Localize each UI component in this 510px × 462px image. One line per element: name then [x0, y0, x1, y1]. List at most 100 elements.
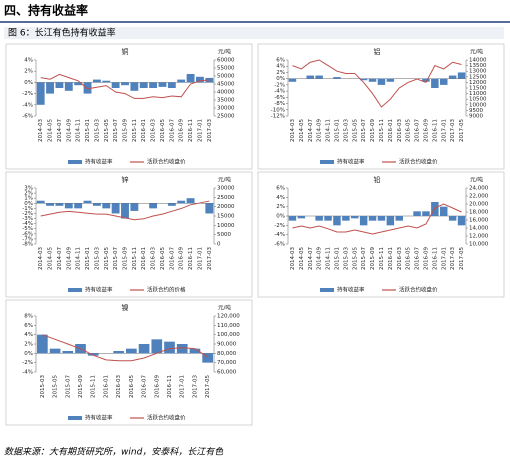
- yield-bar: [62, 351, 74, 354]
- x-tick-label: 2015-01: [334, 247, 340, 270]
- y2-tick-label: 30000: [217, 186, 235, 192]
- y2-tick-label: 14,000: [469, 226, 489, 232]
- chart-title: 铝: [374, 47, 381, 56]
- yield-bar: [306, 75, 314, 79]
- y2-unit: 元/吨: [470, 176, 483, 184]
- legend-swatch: [68, 416, 82, 420]
- x-tick-label: 2017-01: [197, 119, 203, 142]
- yield-bar: [189, 348, 201, 354]
- legend-label: 活跃合约收盘价: [399, 286, 438, 294]
- y2-tick-label: 13500: [469, 63, 487, 69]
- y2-tick-label: 14000: [469, 58, 487, 64]
- y-tick-label: -1%: [22, 206, 33, 212]
- x-tick-label: 2016-05: [129, 375, 135, 398]
- x-tick-label: 2014-05: [48, 119, 54, 142]
- x-tick-label: 2015-07: [113, 247, 119, 270]
- yield-bar: [315, 216, 323, 221]
- panel-frame: [5, 43, 253, 170]
- yield-bar: [377, 216, 386, 221]
- yield-bar: [37, 334, 48, 354]
- x-tick-label: 2015-11: [379, 119, 385, 142]
- y-tick-label: 1%: [24, 196, 33, 202]
- panel-frame: [5, 171, 253, 298]
- x-tick-label: 2016-03: [397, 119, 403, 142]
- yield-bar: [164, 341, 175, 354]
- x-tick-label: 2016-11: [188, 119, 194, 142]
- price-line: [292, 203, 462, 235]
- y-tick-label: 0%: [24, 80, 33, 86]
- x-tick-label: 2016-01: [141, 247, 147, 270]
- x-tick-label: 2016-11: [188, 247, 194, 270]
- y-tick-label: -6%: [274, 242, 285, 248]
- x-tick-label: 2016-03: [151, 247, 157, 270]
- x-tick-label: 2016-11: [432, 247, 438, 270]
- y-tick-label: -6%: [22, 114, 33, 120]
- x-tick-label: 2017-03: [207, 247, 213, 270]
- legend-label: 持有收益率: [337, 286, 365, 294]
- yield-bar: [440, 78, 448, 85]
- yield-bar: [151, 339, 163, 354]
- x-tick-label: 2015-03: [40, 375, 46, 398]
- yield-bar: [457, 216, 466, 226]
- yield-bar: [431, 78, 439, 88]
- x-tick-label: 2015-09: [123, 119, 129, 142]
- x-tick-label: 2015-03: [343, 119, 349, 142]
- yield-bar: [177, 200, 186, 204]
- yield-bar: [121, 203, 129, 219]
- y2-tick-label: 5000: [217, 232, 231, 238]
- yield-bar: [368, 216, 377, 221]
- x-tick-label: 2016-07: [169, 119, 175, 142]
- yield-bar: [138, 344, 150, 354]
- y-tick-label: 6%: [24, 323, 33, 329]
- chart-panel: 镍 元/吨 8% 6% 4% 2% 0% -2% -4% 120,000 110,000 100,00…: [5, 299, 253, 426]
- y-tick-label: -4%: [274, 232, 285, 238]
- x-tick-label: 2017-01: [197, 247, 203, 270]
- x-tick-label: 2017-05: [205, 375, 211, 398]
- x-tick-label: 2015-05: [352, 247, 358, 270]
- y-tick-label: 2%: [276, 70, 285, 76]
- chart-panel: 铅 元/吨 6% 4% 2% 0% -2% -4% -6% 24,000 22,000 20,000 1…: [257, 171, 505, 298]
- y2-tick-label: 9500: [469, 108, 483, 114]
- chart-panel: 铝 元/吨 6%4%2%0%-2%-4%-6%-8%-10%-12% 14000135…: [257, 43, 505, 170]
- x-tick-label: 2015-03: [94, 119, 100, 142]
- y2-tick-label: 70,000: [217, 360, 237, 366]
- x-tick-label: 2016-01: [141, 119, 147, 142]
- x-tick-label: 2016-01: [388, 247, 394, 270]
- y-tick-label: 0%: [276, 76, 285, 82]
- y2-tick-label: 60000: [217, 58, 235, 64]
- yield-bar: [92, 203, 101, 206]
- legend-label: 持有收益率: [337, 158, 365, 166]
- header-title: 四、持有收益率: [4, 3, 88, 18]
- x-tick-label: 2014-05: [48, 247, 54, 270]
- yield-bar: [113, 351, 124, 354]
- y2-tick-label: 100,000: [217, 332, 240, 338]
- y-tick-label: 4%: [24, 58, 33, 64]
- yield-bar: [49, 348, 61, 354]
- x-tick-label: 2014-07: [57, 119, 63, 142]
- y-tick-label: -8%: [22, 242, 33, 248]
- yield-bar: [46, 82, 54, 94]
- yield-bar: [64, 82, 73, 91]
- chart-title: 铅: [374, 175, 381, 184]
- x-tick-label: 2015-11: [132, 119, 138, 142]
- y2-tick-label: 11500: [469, 86, 487, 92]
- x-tick-label: 2015-07: [113, 119, 119, 142]
- x-tick-label: 2016-05: [406, 119, 412, 142]
- x-tick-label: 2015-11: [91, 375, 97, 398]
- y2-tick-label: 10500: [469, 97, 487, 103]
- y2-tick-label: 55000: [217, 66, 235, 72]
- x-tick-label: 2015-09: [370, 247, 376, 270]
- x-tick-label: 2016-09: [154, 375, 160, 398]
- yield-bar: [186, 198, 195, 204]
- x-tick-label: 2014-03: [38, 247, 44, 270]
- x-tick-label: 2015-01: [85, 247, 91, 270]
- yield-bar: [111, 203, 120, 214]
- y2-unit: 元/吨: [470, 48, 483, 56]
- x-tick-label: 2017-05: [459, 119, 465, 142]
- y2-tick-label: 12,000: [469, 234, 489, 240]
- x-tick-label: 2015-09: [370, 119, 376, 142]
- x-tick-label: 2015-09: [78, 375, 84, 398]
- legend-swatch: [320, 288, 334, 292]
- x-tick-label: 2015-07: [65, 375, 71, 398]
- y-tick-label: 2%: [24, 191, 33, 197]
